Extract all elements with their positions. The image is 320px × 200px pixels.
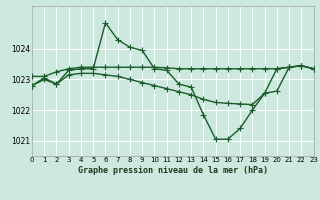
- X-axis label: Graphe pression niveau de la mer (hPa): Graphe pression niveau de la mer (hPa): [78, 166, 268, 175]
